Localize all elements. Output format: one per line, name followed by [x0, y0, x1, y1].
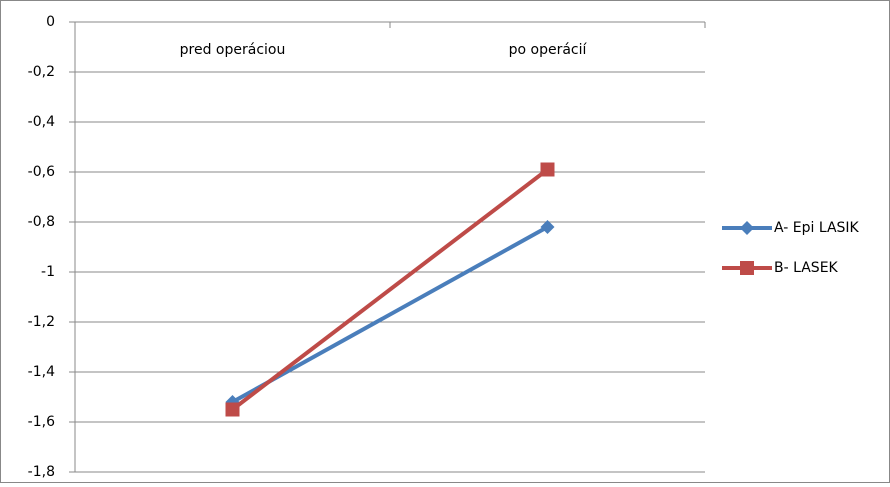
x-tick-label: pred operáciou: [180, 42, 286, 58]
y-tick-label: -1: [41, 264, 55, 280]
y-tick-label: -0,4: [28, 114, 55, 130]
legend-label: B- LASEK: [774, 260, 839, 276]
marker: [225, 402, 240, 417]
marker: [540, 162, 555, 177]
y-tick-label: 0: [46, 14, 55, 30]
y-tick-label: -0,8: [28, 214, 55, 230]
y-tick-label: -1,2: [28, 314, 55, 330]
marker: [740, 221, 754, 235]
x-tick-label: po operácií: [509, 42, 588, 58]
series-line: [231, 225, 549, 404]
y-tick-label: -0,6: [28, 164, 55, 180]
marker: [740, 261, 754, 275]
series-line: [231, 167, 549, 412]
y-tick-label: -1,4: [28, 364, 55, 380]
marker: [540, 220, 555, 234]
y-tick-label: -1,8: [28, 464, 55, 480]
y-tick-label: -1,6: [28, 414, 55, 430]
y-tick-label: -0,2: [28, 64, 55, 80]
legend-label: A- Epi LASIK: [774, 220, 860, 236]
